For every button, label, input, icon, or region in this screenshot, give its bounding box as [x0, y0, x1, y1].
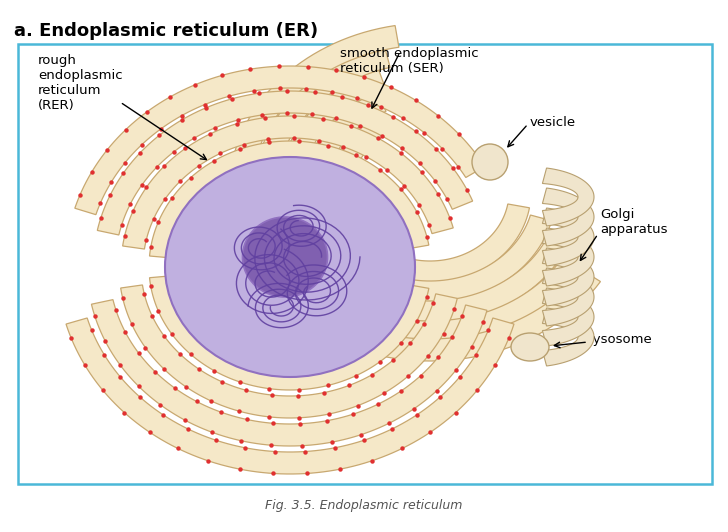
Polygon shape	[98, 91, 472, 235]
Polygon shape	[542, 308, 594, 366]
Bar	[18, 44, 712, 484]
Polygon shape	[542, 188, 594, 246]
Circle shape	[472, 144, 508, 180]
Polygon shape	[229, 26, 601, 361]
Polygon shape	[304, 92, 552, 303]
Ellipse shape	[165, 157, 415, 377]
Polygon shape	[542, 168, 594, 226]
Polygon shape	[542, 288, 594, 346]
Text: lysosome: lysosome	[590, 334, 653, 346]
Polygon shape	[542, 268, 594, 326]
Text: vesicle: vesicle	[530, 115, 576, 129]
Text: smooth endoplasmic
reticulum (SER): smooth endoplasmic reticulum (SER)	[340, 47, 478, 75]
Polygon shape	[279, 69, 572, 323]
Polygon shape	[329, 113, 529, 283]
Polygon shape	[542, 208, 594, 266]
Polygon shape	[542, 248, 594, 306]
Polygon shape	[75, 66, 485, 215]
Polygon shape	[92, 300, 487, 446]
Text: Fig. 3.5. Endoplasmic reticulum: Fig. 3.5. Endoplasmic reticulum	[265, 499, 463, 512]
Text: rough
endoplasmic
reticulum
(RER): rough endoplasmic reticulum (RER)	[38, 54, 122, 112]
Polygon shape	[149, 141, 429, 258]
Text: Golgi
apparatus: Golgi apparatus	[600, 208, 668, 236]
Polygon shape	[121, 285, 457, 418]
Polygon shape	[254, 46, 590, 343]
Text: a. Endoplasmic reticulum (ER): a. Endoplasmic reticulum (ER)	[14, 22, 318, 40]
Ellipse shape	[511, 333, 549, 361]
Polygon shape	[122, 116, 454, 249]
Polygon shape	[149, 276, 429, 390]
Polygon shape	[66, 318, 514, 474]
Ellipse shape	[242, 217, 328, 297]
Polygon shape	[542, 228, 594, 286]
